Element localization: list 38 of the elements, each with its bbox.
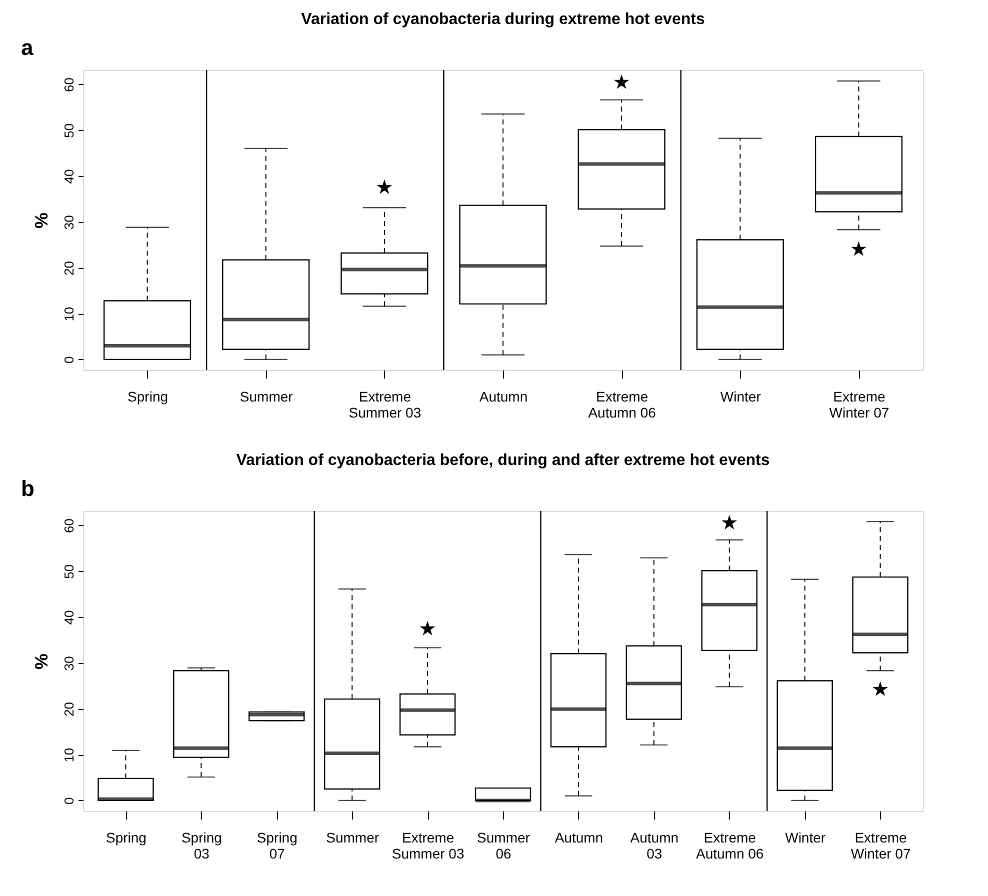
text: a xyxy=(21,35,34,60)
x-tick-label: Summer xyxy=(240,388,294,404)
x-tick-label: Summer xyxy=(326,830,380,846)
x-tick-label: Winter xyxy=(720,388,762,404)
y-tick-label: 50 xyxy=(62,564,76,579)
x-tick-label: Spring xyxy=(128,388,168,404)
y-tick-label: 10 xyxy=(62,748,76,762)
y-tick-label: 60 xyxy=(62,518,76,533)
x-tick-label: Spring 07 xyxy=(256,830,298,862)
x-tick-label: Winter xyxy=(785,830,826,846)
x-tick-label: Autumn 03 xyxy=(630,830,679,862)
x-tick-label: Extreme Autumn 06 xyxy=(588,388,656,420)
y-tick-label: 40 xyxy=(62,169,76,184)
x-tick-label: Autumn xyxy=(554,830,604,846)
y-tick-label: 60 xyxy=(62,77,76,92)
y-tick-label: 50 xyxy=(62,123,76,138)
x-tick-label: Extreme Summer 03 xyxy=(392,830,464,862)
x-tick-label: Extreme Summer 03 xyxy=(348,388,422,420)
y-axis-title: % xyxy=(32,212,52,229)
x-tick-label: Extreme Autumn 06 xyxy=(696,830,764,862)
y-tick-label: 0 xyxy=(62,797,76,805)
y-tick-label: 10 xyxy=(62,306,76,322)
y-tick-label: 20 xyxy=(62,702,76,716)
y-axis-title: % xyxy=(32,653,52,670)
chart-title: Variation of cyanobacteria before, during and after extreme hot events xyxy=(236,452,770,469)
text: b xyxy=(21,476,34,501)
x-tick-label: Summer 06 xyxy=(477,830,530,862)
y-tick-label: 30 xyxy=(62,215,76,230)
x-tick-label: Autumn xyxy=(479,388,528,404)
y-tick-label: 0 xyxy=(62,356,76,364)
x-tick-label: Spring xyxy=(106,830,146,846)
x-tick-label: Extreme Winter 07 xyxy=(829,388,890,420)
y-tick-label: 40 xyxy=(62,610,76,625)
chart-title: Variation of cyanobacteria during extreme hot events xyxy=(301,11,705,28)
x-tick-label: Spring 03 xyxy=(181,830,222,862)
y-tick-label: 20 xyxy=(62,260,76,276)
y-tick-label: 30 xyxy=(62,656,76,671)
x-tick-label: Extreme Winter 07 xyxy=(850,830,911,862)
